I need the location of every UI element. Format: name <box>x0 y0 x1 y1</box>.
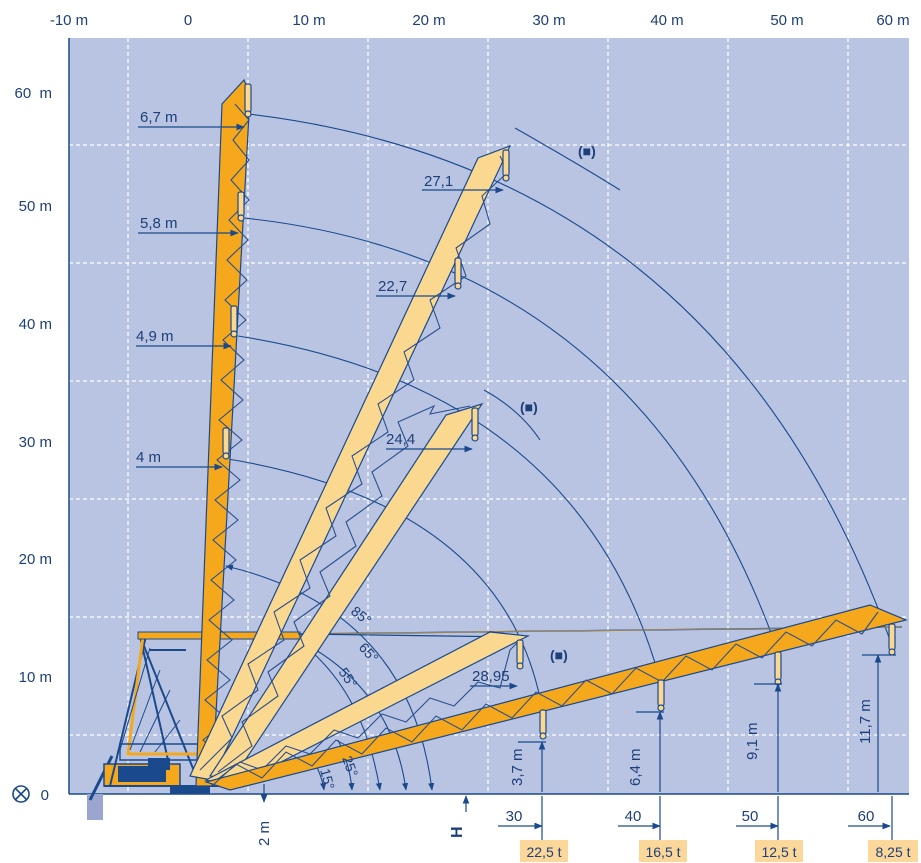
load-badges <box>520 840 918 862</box>
x-tick-label: 10 m <box>292 12 325 29</box>
y-tick-label: 50 m <box>19 198 52 215</box>
hook-height-label: 6,4 m <box>627 748 644 786</box>
load-value: 8,25 t <box>875 844 910 860</box>
y-tick-label: 20 m <box>19 551 52 568</box>
x-tick-label: 40 m <box>650 12 683 29</box>
radius-label: 27,1 <box>424 173 453 190</box>
ground-offset-label: 2 m <box>256 821 273 846</box>
radius-label: 5,8 m <box>140 215 178 232</box>
hook-height-label: 11,7 m <box>857 699 874 744</box>
radius-mark-label: 60 <box>858 808 875 825</box>
load-value: 12,5 t <box>761 844 796 860</box>
x-tick-label: 60 m <box>876 12 909 29</box>
load-value: 22,5 t <box>526 844 561 860</box>
y-tick-label: 60 m <box>14 85 52 102</box>
hook-height-label: 9,1 m <box>744 722 761 760</box>
y-tick-label: 10 m <box>19 669 52 686</box>
height-symbol: H <box>449 826 466 838</box>
hook-height-label: 3,7 m <box>509 748 526 786</box>
pivot-symbol-icon <box>13 786 29 802</box>
radius-label: 6,7 m <box>140 109 178 126</box>
radius-label: 22,7 <box>378 278 407 295</box>
y-tick-label: 0 <box>41 787 49 804</box>
bracket-label: (■) <box>578 143 596 159</box>
y-tick-label: 40 m <box>19 316 52 333</box>
bracket-label: (■) <box>520 399 538 415</box>
radius-label: 24,4 <box>386 431 415 448</box>
load-value: 16,5 t <box>645 844 680 860</box>
y-tick-label: 30 m <box>19 434 52 451</box>
x-tick-label: 20 m <box>412 12 445 29</box>
radius-marks <box>498 796 892 840</box>
radius-mark-label: 40 <box>625 808 642 825</box>
radius-label: 4 m <box>136 449 161 466</box>
x-tick-label: 30 m <box>532 12 565 29</box>
radius-label: 28,95 <box>472 668 510 685</box>
x-tick-label: 0 <box>184 12 192 29</box>
radius-mark-label: 50 <box>742 808 759 825</box>
radius-mark-label: 30 <box>506 808 523 825</box>
bracket-label: (■) <box>550 647 568 663</box>
radius-label: 4,9 m <box>136 328 174 345</box>
x-tick-label: 50 m <box>770 12 803 29</box>
x-tick-label: -10 m <box>50 12 88 29</box>
